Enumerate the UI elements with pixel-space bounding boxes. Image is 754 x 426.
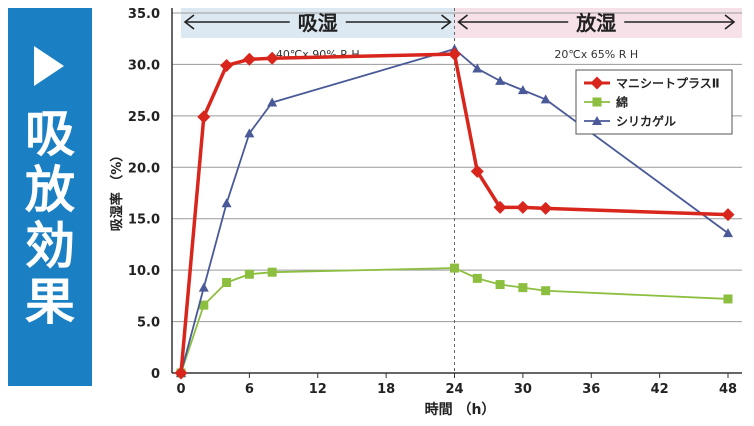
sidebar-panel: 吸 放 効 果 [8, 8, 92, 386]
arrow-left-icon [183, 14, 195, 30]
arrow-left-icon [457, 14, 468, 30]
y-tick-label: 25.0 [128, 110, 160, 125]
y-tick-label: 30.0 [128, 58, 160, 73]
data-point [539, 201, 553, 215]
y-tick-label: 35.0 [128, 7, 160, 22]
y-tick-label: 0 [151, 367, 160, 382]
legend-label: 綿 [616, 95, 628, 110]
legend-label: シリカゲル [616, 114, 676, 129]
x-tick-label: 12 [309, 382, 327, 397]
x-tick-label: 42 [651, 382, 669, 397]
arrow-right-icon [724, 14, 736, 30]
data-point [174, 366, 188, 380]
data-point [493, 200, 507, 214]
data-point [518, 283, 528, 293]
data-point [267, 267, 277, 277]
x-tick-label: 24 [445, 382, 463, 397]
x-tick-label: 6 [245, 382, 254, 397]
x-tick-label: 18 [377, 382, 395, 397]
x-tick-label: 48 [719, 382, 737, 397]
y-tick-label: 20.0 [128, 161, 160, 176]
phase-label: 放湿 [575, 11, 616, 35]
data-point [472, 63, 483, 73]
x-tick-label: 36 [582, 382, 600, 397]
data-point [517, 85, 528, 95]
phase-label: 吸湿 [298, 11, 338, 35]
data-point [198, 282, 209, 292]
x-tick-label: 30 [514, 382, 532, 397]
sidebar-title-char: 効 [25, 217, 75, 275]
y-axis-title: 吸湿率 （%） [109, 149, 125, 232]
data-point [197, 110, 211, 124]
data-point [221, 198, 232, 208]
phase-condition: 20℃x 65% R H [554, 48, 638, 61]
play-triangle-icon [34, 46, 64, 86]
data-point [723, 294, 733, 304]
data-point [242, 52, 256, 66]
data-point [199, 300, 209, 310]
sidebar-title-char: 放 [25, 161, 75, 219]
data-point [541, 286, 551, 296]
data-point [516, 200, 530, 214]
data-point [265, 51, 279, 65]
sidebar-title: 吸 放 効 果 [8, 106, 92, 330]
data-point [540, 94, 551, 104]
data-point [244, 128, 255, 138]
y-tick-label: 15.0 [128, 213, 160, 228]
legend-marker [590, 76, 604, 90]
data-point [470, 164, 484, 178]
data-point [495, 75, 506, 85]
data-point [267, 97, 278, 107]
x-axis-title: 時間 （h） [425, 401, 496, 418]
sidebar-title-char: 吸 [25, 105, 75, 163]
data-point [222, 277, 232, 287]
data-point [721, 208, 735, 222]
legend-label: マニシートプラスⅡ [616, 76, 720, 91]
legend-marker [592, 116, 602, 125]
y-tick-label: 10.0 [128, 264, 160, 279]
data-point [723, 228, 733, 238]
data-point [448, 47, 461, 61]
arrow-right-icon [441, 14, 452, 30]
data-point [244, 269, 254, 279]
data-point [450, 263, 459, 273]
data-point [495, 280, 505, 290]
data-point [220, 58, 234, 72]
sidebar-title-char: 果 [25, 273, 75, 331]
data-point [472, 273, 482, 283]
x-tick-label: 0 [176, 382, 185, 397]
y-tick-label: 5.0 [137, 316, 160, 331]
legend-marker [592, 97, 602, 107]
